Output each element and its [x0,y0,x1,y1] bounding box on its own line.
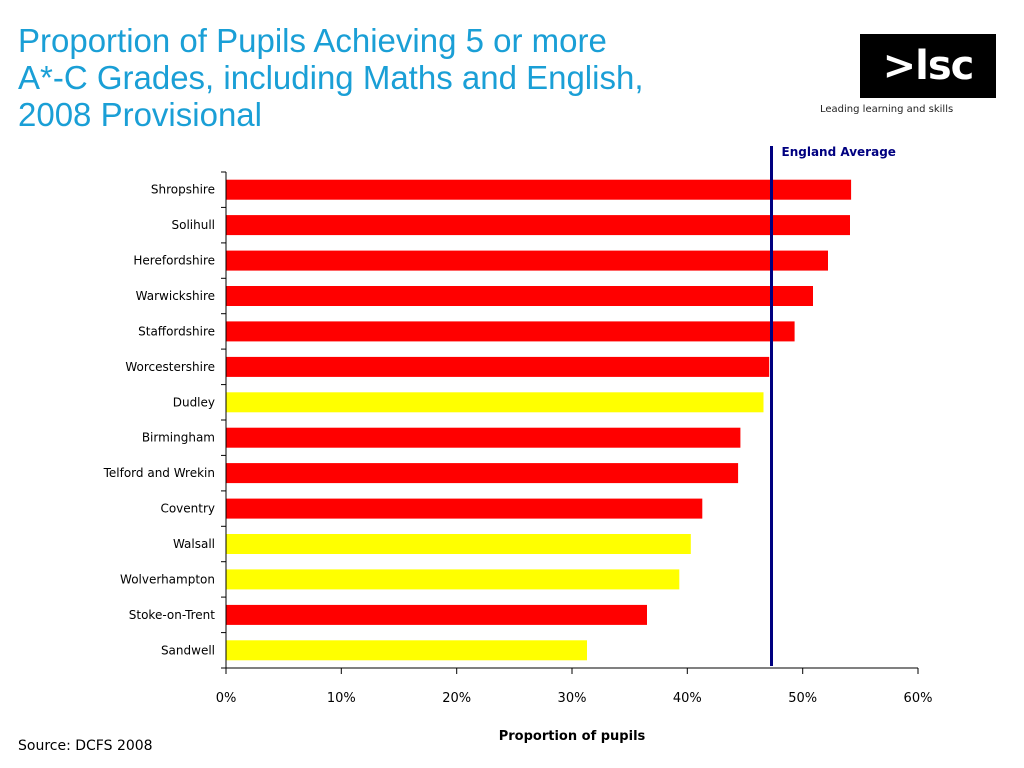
title-line-1: Proportion of Pupils Achieving 5 or more [18,22,607,59]
bar [226,604,647,625]
category-label: Staffordshire [138,324,215,338]
category-label: Birmingham [142,431,215,445]
category-label: Herefordshire [133,254,215,268]
lsc-logo-mark: >lsc [860,34,996,98]
bar [226,392,764,413]
title-line-2: A*-C Grades, including Maths and English… [18,59,644,96]
lsc-logo: >lsc Leading learning and skills [820,34,1000,120]
x-tick-label: 30% [558,691,587,706]
category-label: Walsall [173,537,215,551]
bar [226,498,703,519]
x-tick-label: 60% [904,691,933,706]
bar [226,250,828,271]
source-note: Source: DCFS 2008 [18,738,153,754]
category-label: Telford and Wrekin [103,466,215,480]
england-average-label: England Average [782,145,896,159]
category-label: Shropshire [151,183,215,197]
bar [226,321,795,342]
category-label: Dudley [173,395,215,409]
category-label: Coventry [160,502,215,516]
category-label: Wolverhampton [120,572,215,586]
x-tick-label: 0% [216,691,237,706]
bar [226,286,813,306]
page-title: Proportion of Pupils Achieving 5 or more… [18,22,798,133]
bar [226,427,741,448]
category-label: Warwickshire [136,289,215,303]
bar [226,534,691,554]
title-line-3: 2008 Provisional [18,96,262,133]
x-tick-label: 50% [788,691,817,706]
bar [226,215,850,236]
bar [226,463,739,484]
bar [226,569,680,590]
bar [226,356,770,377]
x-tick-label: 40% [673,691,702,706]
category-label: Worcestershire [125,360,215,374]
x-axis-label: Proportion of pupils [499,729,646,744]
category-label: Solihull [171,218,215,232]
bar [226,179,852,200]
x-tick-label: 10% [327,691,356,706]
lsc-logo-tagline: Leading learning and skills [820,104,954,115]
bar [226,640,587,661]
category-label: Stoke-on-Trent [129,608,216,622]
x-tick-label: 20% [442,691,471,706]
category-label: Sandwell [161,643,215,657]
